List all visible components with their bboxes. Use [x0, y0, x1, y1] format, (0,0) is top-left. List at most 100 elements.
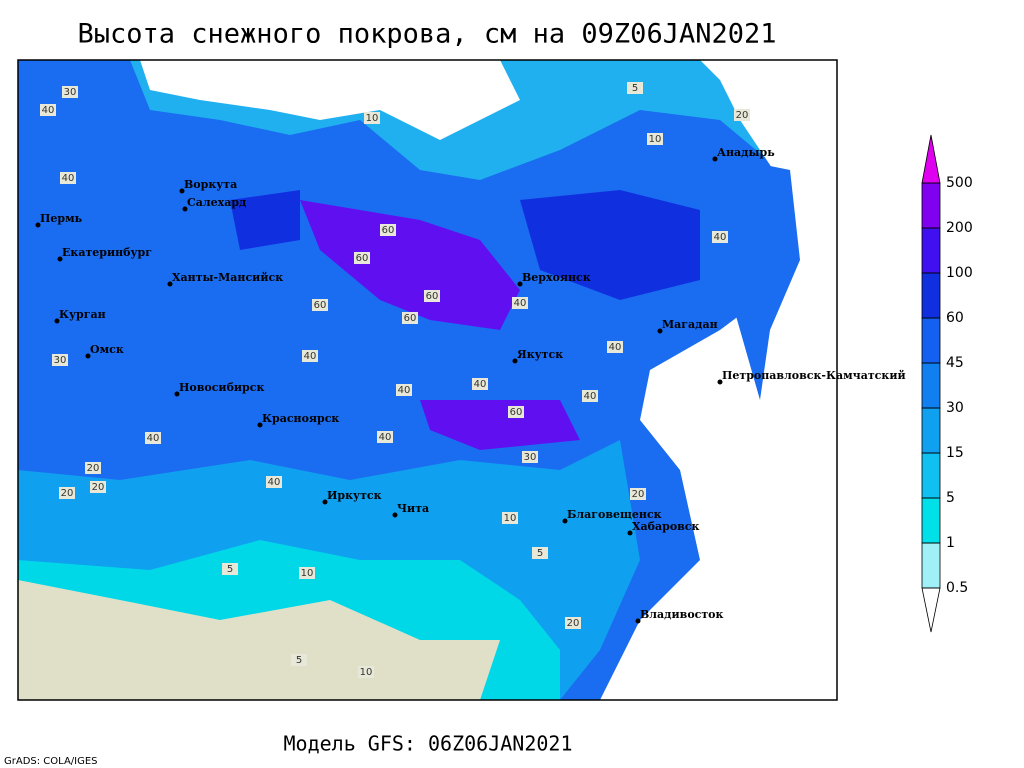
title: Высота снежного покрова, см на 09Z06JAN2…: [78, 19, 777, 50]
colorbar-label: 1: [946, 535, 955, 551]
contour-label: 30: [64, 87, 77, 98]
city-label: Благовещенск: [567, 508, 662, 521]
contour-label: 40: [268, 477, 281, 488]
contour-label: 40: [714, 232, 727, 243]
colorbar-label: 100: [946, 265, 973, 281]
contour-label-box: [90, 481, 106, 493]
colorbar-box: [921, 407, 941, 454]
contour-label: 40: [304, 351, 317, 362]
colorbar-top: [921, 134, 941, 184]
contour-label: 10: [504, 513, 517, 524]
city-label: Воркута: [184, 178, 237, 191]
colorbar-label: 200: [946, 220, 973, 236]
contour-label: 40: [42, 105, 55, 116]
city-label: Салехард: [187, 196, 246, 209]
contour-label: 20: [632, 489, 645, 500]
colorbar-label: 30: [946, 400, 964, 416]
model-label: Модель GFS: 06Z06JAN2021: [284, 732, 573, 756]
contour-label: 30: [54, 355, 67, 366]
contour-label: 60: [426, 291, 439, 302]
colorbar-label: 0.5: [946, 580, 968, 596]
contour-label-box: [512, 297, 528, 309]
contour-label-box: [85, 462, 101, 474]
contour-label: 20: [92, 482, 105, 493]
contour-label-box: [40, 104, 56, 116]
contour-label: 20: [567, 618, 580, 629]
contour-label-box: [712, 231, 728, 243]
city-label: Якутск: [517, 348, 563, 361]
contour-label: 40: [584, 391, 597, 402]
city-label: Пермь: [40, 212, 83, 225]
colorbar-box: [921, 182, 941, 229]
contour-label: 40: [514, 298, 527, 309]
contour-label: 5: [537, 548, 543, 559]
contour-labels: 30 40 10 5 40 60 60 60 60 40 60 40 40 40 60 40 40 30 20 20 2…: [40, 82, 750, 678]
city-dot: [635, 618, 641, 624]
contour-label-box: [502, 512, 518, 524]
city-dot: [54, 318, 60, 324]
contour-label-box: [508, 406, 524, 418]
city-label: Петропавловск-Камчатский: [722, 369, 906, 382]
contour-label-box: [630, 488, 646, 500]
city-dot: [322, 499, 328, 505]
contour-label: 40: [474, 379, 487, 390]
city-dot: [712, 156, 718, 162]
ocean: [140, 60, 520, 140]
contour-label: 40: [147, 433, 160, 444]
contour-label-box: [522, 451, 538, 463]
contour-label: 60: [510, 407, 523, 418]
city-label: Магадан: [662, 318, 718, 331]
city-label: Омск: [90, 343, 124, 356]
city-label: Владивосток: [640, 608, 724, 621]
contour-label-box: [402, 312, 418, 324]
city-label: Курган: [59, 308, 106, 321]
colorbar-label: 5: [946, 490, 955, 506]
contour-label-box: [222, 563, 238, 575]
city-label: Иркутск: [327, 489, 382, 502]
contour-label: 5: [632, 83, 638, 94]
kamchatka: [715, 160, 800, 400]
city-dot: [182, 206, 188, 212]
colorbar-label: 60: [946, 310, 964, 326]
colorbar-box: [921, 272, 941, 319]
contour-label-box: [302, 350, 318, 362]
contour-label: 20: [61, 488, 74, 499]
contour-label-box: [52, 354, 68, 366]
contour-label: 60: [404, 313, 417, 324]
deep-snow: [300, 200, 520, 330]
colorbar-box: [921, 362, 941, 409]
contour-label-box: [627, 82, 643, 94]
contour-label-box: [377, 431, 393, 443]
city-label: Новосибирск: [179, 381, 264, 394]
contour-label-box: [312, 299, 328, 311]
contour-label-box: [424, 290, 440, 302]
city-dot: [35, 222, 41, 228]
contour-label-box: [582, 390, 598, 402]
city-dot: [179, 188, 185, 194]
contour-label-box: [266, 476, 282, 488]
deep-snow-2: [420, 400, 580, 450]
contour-label: 40: [398, 385, 411, 396]
contour-label: 60: [382, 225, 395, 236]
contour-label: 40: [62, 173, 75, 184]
colorbar-bottom: [921, 587, 941, 633]
contour-label-box: [647, 133, 663, 145]
city-dot: [174, 391, 180, 397]
contour-label: 20: [87, 463, 100, 474]
contour-label-box: [565, 617, 581, 629]
city-dot: [257, 422, 263, 428]
contour-label: 10: [301, 568, 314, 579]
contour-label: 20: [736, 110, 749, 121]
contour-label-box: [472, 378, 488, 390]
snow-45: [520, 190, 700, 300]
city-dot: [512, 358, 518, 364]
colorbar-label: 15: [946, 445, 964, 461]
contour-label-box: [291, 654, 307, 666]
colorbar-box: [921, 317, 941, 364]
contour-label-box: [532, 547, 548, 559]
colorbar-box: [921, 497, 941, 544]
city-dot: [517, 281, 523, 287]
